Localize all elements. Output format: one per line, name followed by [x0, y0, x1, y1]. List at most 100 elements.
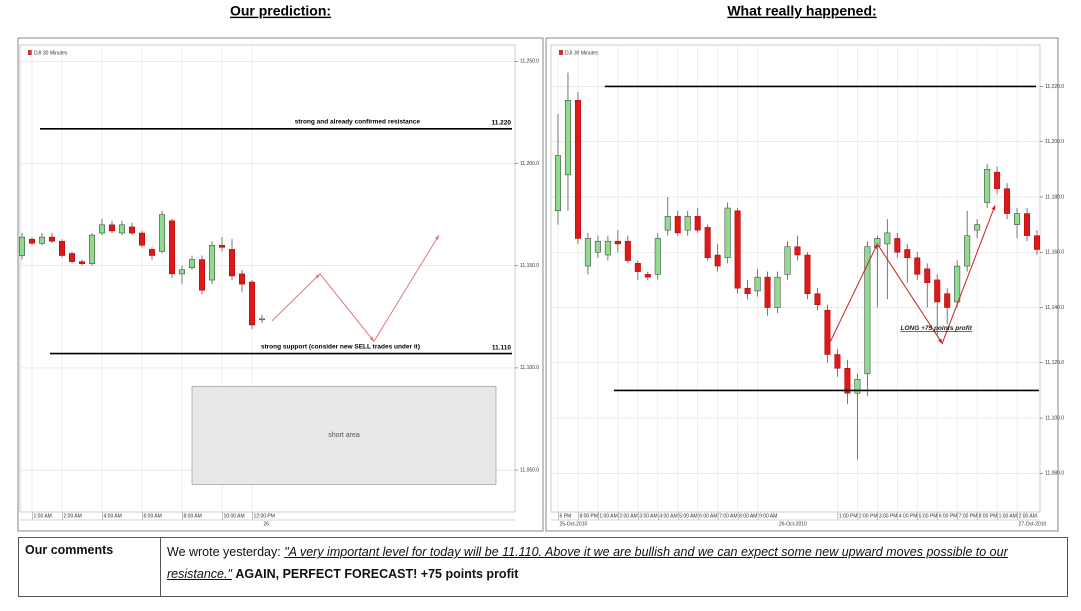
candle-down [704, 227, 711, 259]
candle-down [904, 249, 911, 259]
x-tick-label: 1:00 AM [599, 513, 617, 519]
y-tick-label: 11,150.0 [520, 263, 539, 269]
x-tick-label: 8:00 PM [579, 513, 598, 519]
comments-text: We wrote yesterday: "A very important le… [161, 538, 1067, 596]
candle-up [754, 276, 761, 292]
symbol-icon [559, 50, 563, 55]
chart: Our prediction: DJI 30 Minutes 11,050.0 11,… [17, 3, 544, 532]
level-text: strong support (consider new SELL trades… [261, 343, 420, 350]
candle-down [69, 253, 75, 262]
candle-up [984, 169, 991, 203]
x-tick-label: 4:00 PM [899, 513, 918, 519]
candle-up [684, 216, 691, 231]
candle-down [674, 216, 681, 234]
candle-down [804, 254, 811, 294]
x-tick-label: 5:00 PM [919, 513, 938, 519]
y-tick-label: 11,160.0 [1045, 250, 1064, 256]
x-tick-label: 1:00 PM [839, 513, 858, 519]
candle-up [594, 240, 601, 253]
y-tick-label: 11,250.0 [520, 59, 539, 65]
candle-down [149, 249, 155, 256]
x-tick-label: 12:00 PM [254, 513, 275, 519]
candle-down [239, 273, 245, 285]
short-area [191, 385, 497, 485]
candle-down [634, 263, 641, 272]
x-tick-label: 6 PM [559, 513, 571, 519]
x-tick-label: 1:00 AM [34, 513, 52, 519]
symbol: DJI 30 Minutes [34, 50, 68, 56]
candle-up [864, 246, 871, 375]
candle-down [614, 240, 621, 245]
candle-up [159, 214, 165, 252]
y-tick-label: 11,180.0 [1045, 194, 1064, 200]
x-tick-label: 2:00 PM [859, 513, 878, 519]
x-tick-label: 2:00 AM [619, 513, 637, 519]
candle-up [884, 232, 891, 245]
candle-down [794, 246, 801, 256]
x-tick-label: 8:00 AM [184, 513, 202, 519]
candle-down [219, 245, 225, 248]
candle-down [29, 238, 35, 244]
x-tick-label: 8:00 AM [739, 513, 757, 519]
candle-down [574, 100, 581, 239]
candle-down [129, 226, 135, 234]
x-tick-label: 4:00 AM [659, 513, 677, 519]
candle-down [814, 293, 821, 306]
candle-down [79, 261, 85, 264]
candle-down [229, 249, 235, 277]
candle-up [19, 236, 25, 256]
x-tick-label: 3:00 AM [639, 513, 657, 519]
x-tick-label: 4:00 AM [104, 513, 122, 519]
x-tick-label: 3:00 PM [879, 513, 898, 519]
candle-down [824, 310, 831, 355]
chart-title: What really happened: [727, 3, 876, 19]
candle-up [259, 318, 265, 321]
candle-up [119, 224, 125, 234]
candle-down [139, 232, 145, 246]
y-tick-label: 11,050.0 [520, 467, 539, 473]
date-label: 27-Oct-2010 [1019, 521, 1047, 527]
candle-down [1024, 213, 1031, 236]
y-tick-label: 11,100.0 [1045, 415, 1064, 421]
candle-up [89, 234, 95, 264]
candle-up [774, 276, 781, 308]
candle-down [744, 287, 751, 294]
candle-up [39, 236, 45, 244]
arrow-head [873, 243, 878, 249]
arrow-head [991, 205, 996, 211]
candle-up [784, 246, 791, 275]
candle-down [844, 368, 851, 394]
x-tick-label: 7:00 AM [719, 513, 737, 519]
candle-down [694, 216, 701, 231]
candle-down [894, 238, 901, 253]
candle-up [954, 265, 961, 303]
x-tick-label: 2:00 AM [64, 513, 82, 519]
date-label: 26 [264, 521, 270, 527]
candle-up [564, 100, 571, 176]
x-tick-label: 2:00 AM [1019, 513, 1037, 519]
candle-down [644, 274, 651, 278]
forecast-arrow [271, 234, 440, 343]
x-tick-label: 6:00 PM [939, 513, 958, 519]
x-tick-label: 6:00 AM [144, 513, 162, 519]
y-tick-label: 11,120.0 [1045, 360, 1064, 366]
candle-up [724, 207, 731, 259]
candle-down [59, 240, 65, 256]
candle-down [169, 220, 175, 275]
candle-down [199, 259, 205, 291]
comments-intro: We wrote yesterday: [167, 545, 285, 559]
candle-down [109, 224, 115, 232]
level-label: 11.220 [491, 120, 511, 127]
x-tick-label: 5:00 AM [679, 513, 697, 519]
x-tick-label: 10:00 AM [224, 513, 245, 519]
symbol: DJI 30 Minutes [565, 50, 599, 56]
candle-down [914, 257, 921, 275]
candle-down [249, 281, 255, 326]
candle-up [974, 224, 981, 231]
candle-up [1014, 213, 1021, 225]
comments-table: Our comments We wrote yesterday: "A very… [18, 537, 1068, 597]
x-tick-label: 9:00 AM [759, 513, 777, 519]
date-label: 26-Oct-2010 [779, 521, 807, 527]
date-label: 25-Oct-2010 [559, 521, 587, 527]
